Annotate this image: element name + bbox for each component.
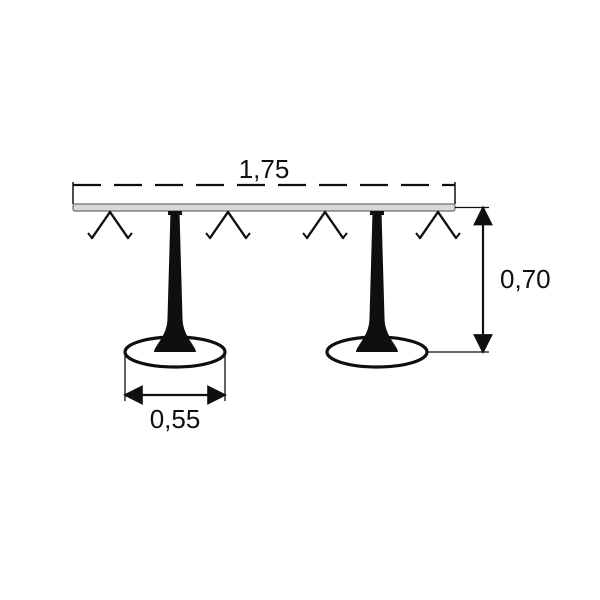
top-rail	[73, 204, 455, 211]
dim-base-label: 0,55	[150, 404, 201, 434]
pedestal-1	[327, 211, 427, 367]
dim-width-label: 1,75	[239, 154, 290, 184]
trestle-support-3	[416, 212, 460, 238]
trestle-support-1	[206, 212, 250, 238]
pedestal-0	[125, 211, 225, 367]
trestle-support-2	[303, 212, 347, 238]
dim-height-label: 0,70	[500, 264, 551, 294]
dimension-diagram: 1,75 0,70 0,55	[0, 0, 600, 600]
trestle-support-0	[88, 212, 132, 238]
